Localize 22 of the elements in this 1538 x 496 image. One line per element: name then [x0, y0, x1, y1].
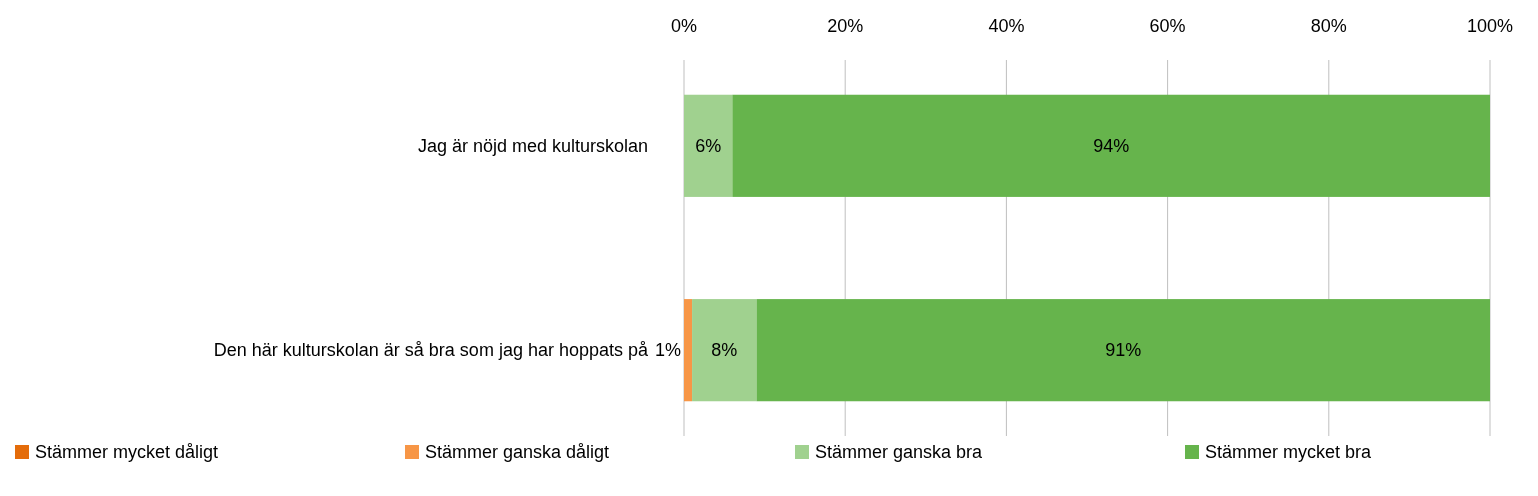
- bar: [684, 94, 733, 197]
- data-label: 94%: [1093, 135, 1130, 156]
- y-tick-label: Jag är nöjd med kulturskolan: [417, 135, 648, 156]
- bar: [732, 94, 1490, 197]
- data-label: 6%: [695, 135, 722, 156]
- data-label: 1%: [654, 340, 681, 361]
- x-tick-label: 20%: [827, 16, 864, 36]
- bar: [684, 299, 693, 402]
- bar: [692, 299, 757, 402]
- y-tick-label: Den här kulturskolan är så bra som jag har hoppats på: [213, 340, 649, 361]
- x-tick-label: 60%: [1149, 16, 1186, 36]
- legend-label: Stämmer ganska dåligt: [425, 442, 610, 462]
- x-tick-label: 40%: [988, 16, 1025, 36]
- legend-label: Stämmer mycket dåligt: [35, 442, 219, 462]
- bar: [756, 299, 1490, 402]
- legend-label: Stämmer mycket bra: [1205, 442, 1373, 462]
- x-tick-label: 0%: [670, 16, 698, 36]
- data-label: 8%: [711, 340, 738, 361]
- data-label: 91%: [1105, 340, 1142, 361]
- x-tick-label: 80%: [1310, 16, 1347, 36]
- legend-label: Stämmer ganska bra: [815, 442, 984, 462]
- x-tick-label: 100%: [1466, 16, 1514, 36]
